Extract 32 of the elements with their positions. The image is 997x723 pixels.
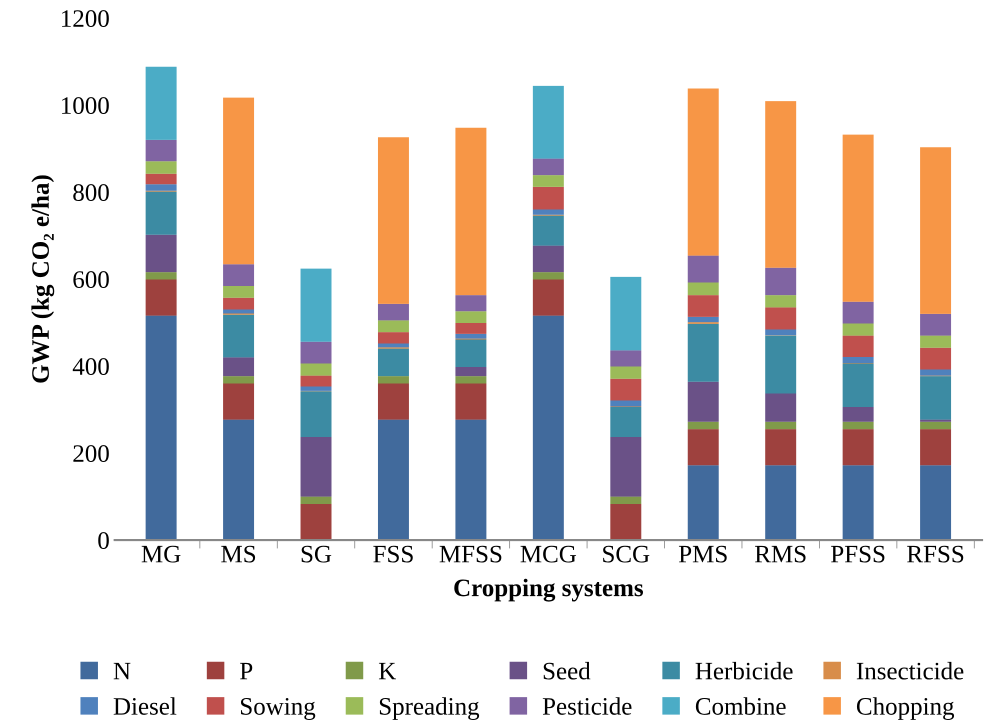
x-tick-label: MCG bbox=[520, 546, 576, 563]
legend-label: Chopping bbox=[856, 697, 954, 720]
x-tick-label: FSS bbox=[373, 546, 413, 563]
y-tick-label: 400 bbox=[72, 358, 109, 375]
legend-label: Diesel bbox=[114, 697, 176, 715]
x-tick-label: PMS bbox=[678, 546, 727, 563]
x-tick-label: RFSS bbox=[907, 546, 964, 563]
y-tick-label: 0 bbox=[98, 532, 109, 549]
x-tick-label: RMS bbox=[755, 546, 806, 563]
legend-label: Insecticide bbox=[856, 662, 964, 680]
x-tick-label: SCG bbox=[603, 546, 650, 563]
x-tick-label: MG bbox=[142, 546, 180, 563]
x-tick-label: MS bbox=[221, 546, 256, 563]
x-tick-label: PFSS bbox=[831, 546, 884, 563]
legend-label: K bbox=[378, 662, 396, 680]
legend-label: Combine bbox=[696, 697, 786, 715]
y-tick-label: 800 bbox=[73, 184, 109, 201]
legend-label: Spreading bbox=[380, 697, 480, 720]
legend-label: N bbox=[114, 662, 130, 680]
legend-label: P bbox=[240, 662, 252, 680]
y-tick-label: 200 bbox=[73, 445, 109, 462]
legend-label: Seed bbox=[544, 662, 590, 680]
y-tick-label: 600 bbox=[73, 271, 109, 288]
y-axis-title: GWP (kg CO₂ e/ha) bbox=[31, 175, 54, 383]
x-tick-label: SG bbox=[302, 546, 332, 563]
legend-label: Sowing bbox=[241, 698, 316, 720]
x-tick-label: MFSS bbox=[440, 546, 502, 563]
legend-label: Pesticide bbox=[542, 697, 632, 715]
legend-label: Herbicide bbox=[696, 662, 793, 680]
y-tick-label: 1000 bbox=[62, 97, 109, 114]
x-axis-title: Cropping systems bbox=[454, 578, 644, 602]
y-tick-label: 1200 bbox=[62, 10, 109, 27]
